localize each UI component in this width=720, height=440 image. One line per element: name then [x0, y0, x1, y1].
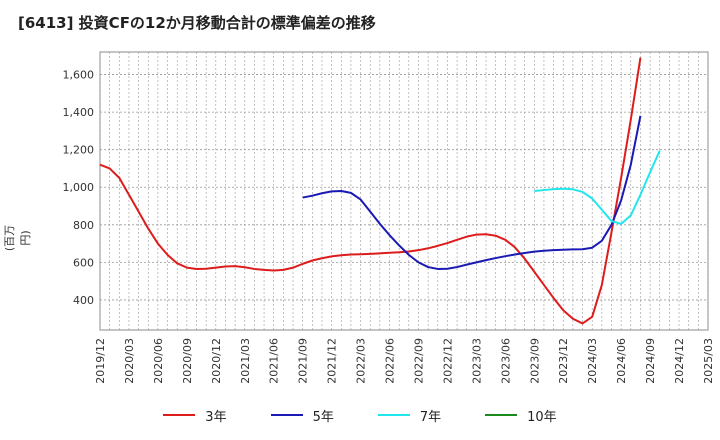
y-tick-label: 800 — [73, 219, 94, 232]
x-tick-label: 2023/03 — [470, 338, 483, 384]
legend-item: 5年 — [270, 406, 334, 425]
x-tick-label: 2021/09 — [297, 338, 310, 384]
legend-item: 10年 — [485, 406, 557, 425]
grid — [99, 52, 709, 330]
plot-area — [99, 51, 709, 331]
x-tick-label: 2022/03 — [355, 338, 368, 384]
x-tick-label: 2020/12 — [210, 338, 223, 384]
y-ticks: 400 600 800 1,000 1,200 1,400 1,600 — [63, 69, 95, 307]
legend-label: 10年 — [527, 409, 557, 425]
y-tick-label: 1,200 — [63, 144, 95, 157]
y-tick-label: 1,400 — [63, 106, 95, 119]
x-tick-label: 2022/06 — [384, 338, 397, 384]
chart-title: [6413] 投資CFの12か月移動合計の標準偏差の推移 — [18, 14, 376, 32]
x-tick-label: 2022/12 — [441, 338, 454, 384]
legend: 3年 5年 7年 10年 — [0, 404, 720, 426]
series-line-3年 — [99, 57, 642, 325]
legend-item: 3年 — [163, 406, 227, 425]
x-tick-label: 2022/09 — [412, 338, 425, 384]
x-tick-label: 2023/09 — [528, 338, 541, 384]
legend-swatch — [485, 414, 518, 416]
x-tick-label: 2024/12 — [673, 338, 686, 384]
legend-swatch — [377, 414, 410, 416]
x-tick-label: 2023/06 — [499, 338, 512, 384]
legend-label: 7年 — [419, 409, 442, 425]
x-tick-label: 2024/03 — [586, 338, 599, 384]
x-tick-label: 2019/12 — [94, 338, 107, 384]
x-tick-label: 2024/09 — [644, 338, 657, 384]
x-tick-label: 2023/12 — [557, 338, 570, 384]
series-line-5年 — [302, 115, 642, 270]
x-tick-label: 2021/12 — [326, 338, 339, 384]
x-tick-label: 2020/03 — [123, 338, 136, 384]
x-tick-label: 2020/09 — [181, 338, 194, 384]
legend-item: 7年 — [377, 406, 442, 425]
y-tick-label: 1,000 — [63, 181, 95, 194]
x-tick-label: 2020/06 — [152, 338, 165, 384]
legend-swatch — [163, 414, 196, 416]
series-line-7年 — [534, 150, 661, 225]
x-tick-label: 2025/03 — [702, 338, 715, 384]
x-tick-label: 2021/03 — [239, 338, 252, 384]
legend-label: 3年 — [205, 409, 227, 425]
series-lines — [99, 57, 661, 325]
legend-swatch — [270, 414, 303, 416]
y-tick-label: 400 — [73, 294, 94, 307]
y-tick-label: 600 — [73, 256, 94, 269]
y-tick-label: 1,600 — [63, 69, 95, 82]
x-tick-label: 2021/06 — [268, 338, 281, 384]
x-ticks: 2019/12 2020/03 2020/06 2020/09 2020/12 2021/… — [94, 338, 715, 384]
x-tick-label: 2024/06 — [615, 338, 628, 384]
legend-label: 5年 — [312, 409, 334, 425]
